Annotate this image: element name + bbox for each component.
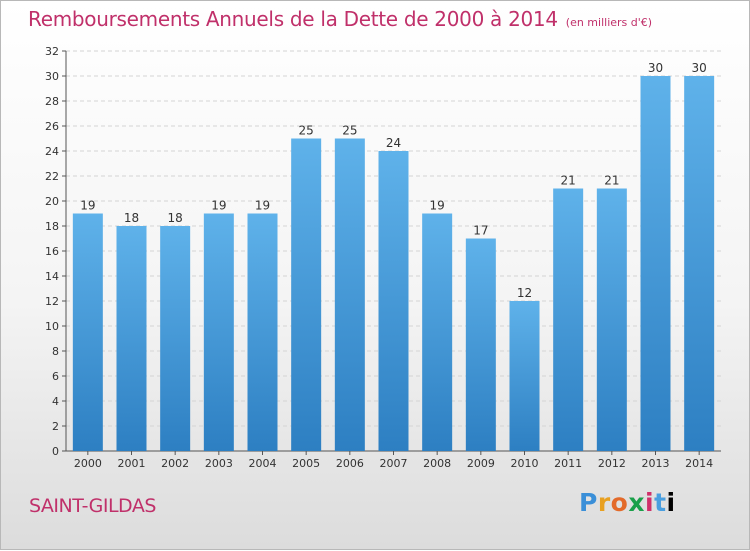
x-tick-label: 2008 — [423, 457, 451, 470]
bar — [509, 301, 540, 451]
bar-value-label: 21 — [604, 174, 619, 188]
y-tick-label: 12 — [45, 295, 59, 308]
bar-value-label: 12 — [517, 286, 532, 300]
bar — [116, 226, 147, 451]
chart-title-text: Remboursements Annuels de la Dette de 20… — [28, 7, 558, 31]
bar-value-label: 25 — [342, 124, 357, 138]
bar-value-label: 24 — [386, 136, 401, 150]
proxiti-logo: Proxiti — [579, 488, 676, 517]
bar — [422, 213, 453, 451]
logo-letter: t — [654, 488, 667, 517]
x-tick-label: 2011 — [554, 457, 582, 470]
bars — [72, 76, 715, 451]
bar — [553, 188, 584, 451]
x-tick-label: 2013 — [642, 457, 670, 470]
bar-value-label: 19 — [255, 199, 270, 213]
y-tick-label: 16 — [45, 245, 59, 258]
x-tick-label: 2005 — [292, 457, 320, 470]
y-tick-label: 28 — [45, 95, 59, 108]
y-tick-label: 6 — [52, 370, 59, 383]
x-tick-label: 2006 — [336, 457, 364, 470]
x-tick-label: 2004 — [249, 457, 277, 470]
bar-value-label: 19 — [211, 199, 226, 213]
logo-letter: P — [579, 488, 598, 517]
bar — [334, 138, 365, 451]
y-tick-label: 32 — [45, 45, 59, 58]
y-tick-label: 24 — [45, 145, 59, 158]
bar — [596, 188, 627, 451]
logo-letter: i — [666, 488, 676, 517]
y-tick-label: 14 — [45, 270, 59, 283]
x-tick-label: 2009 — [467, 457, 495, 470]
place-name: SAINT-GILDAS — [29, 495, 156, 517]
bar-value-label: 17 — [473, 224, 488, 238]
bar — [247, 213, 278, 451]
bar-value-label: 19 — [80, 199, 95, 213]
x-tick-label: 2010 — [511, 457, 539, 470]
bar — [203, 213, 234, 451]
y-tick-label: 0 — [52, 445, 59, 458]
x-tick-label: 2007 — [380, 457, 408, 470]
bar-value-label: 19 — [430, 199, 445, 213]
bar — [291, 138, 322, 451]
x-tick-label: 2002 — [161, 457, 189, 470]
x-tick-label: 2003 — [205, 457, 233, 470]
logo-letter: o — [610, 488, 629, 517]
chart-title: Remboursements Annuels de la Dette de 20… — [28, 7, 652, 31]
y-tick-label: 22 — [45, 170, 59, 183]
logo-letter: r — [597, 488, 611, 517]
bar — [378, 151, 409, 451]
bar-value-label: 30 — [648, 61, 663, 75]
bar — [684, 76, 715, 451]
y-tick-label: 4 — [52, 395, 59, 408]
y-tick-label: 26 — [45, 120, 59, 133]
x-tick-label: 2001 — [118, 457, 146, 470]
value-labels: 19 18 18 19 19 25 25 24 19 17 12 21 21 30 30 — [80, 61, 707, 300]
x-tick-label: 2014 — [685, 457, 713, 470]
y-tick-label: 30 — [45, 70, 59, 83]
bar — [640, 76, 671, 451]
bar-value-label: 21 — [561, 174, 576, 188]
bar-value-label: 18 — [124, 211, 139, 225]
logo-letter: x — [628, 488, 645, 517]
bar — [465, 238, 496, 451]
x-tick-label: 2012 — [598, 457, 626, 470]
logo-letter: i — [645, 488, 655, 517]
bar-value-label: 30 — [692, 61, 707, 75]
x-tick-labels: 2000 2001 2002 2003 2004 2005 2006 2007 2008 2009… — [74, 457, 713, 470]
bar — [160, 226, 191, 451]
bar — [72, 213, 103, 451]
y-tick-label: 2 — [52, 420, 59, 433]
y-tick-label: 18 — [45, 220, 59, 233]
y-tick-label: 20 — [45, 195, 59, 208]
bar-value-label: 18 — [168, 211, 183, 225]
x-tick-label: 2000 — [74, 457, 102, 470]
chart-subtitle: (en milliers d'€) — [565, 16, 653, 29]
y-tick-label: 10 — [45, 320, 59, 333]
y-tick-label: 8 — [52, 345, 59, 358]
bar-value-label: 25 — [299, 124, 314, 138]
